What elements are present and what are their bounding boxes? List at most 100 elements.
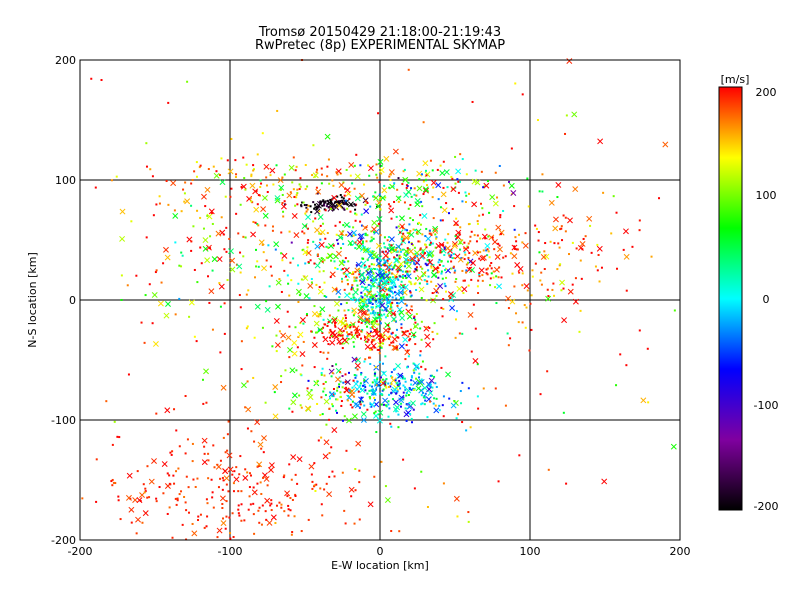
data-point-dot — [398, 379, 401, 382]
data-point-dot — [180, 251, 183, 254]
data-point-dot — [410, 417, 413, 420]
data-point-dot — [363, 266, 366, 269]
data-point-x-marker — [555, 182, 562, 188]
data-point-dot — [364, 312, 367, 315]
data-point-dot — [280, 231, 283, 234]
data-point-dot — [154, 271, 157, 274]
data-point-dot — [259, 481, 262, 484]
data-point-dot — [272, 225, 275, 228]
data-point-dot — [373, 346, 376, 349]
data-point-dot — [341, 374, 344, 377]
data-point-dot — [414, 343, 417, 346]
data-point-dot — [341, 206, 344, 209]
data-point-dot — [397, 426, 400, 429]
data-point-dot — [478, 272, 481, 275]
data-point-dot — [454, 155, 457, 158]
data-point-dot — [358, 279, 361, 282]
data-point-dot — [406, 330, 409, 333]
data-point-x-marker — [252, 188, 259, 195]
data-point-dot — [597, 253, 600, 256]
data-point-dot — [549, 240, 552, 243]
data-point-dot — [431, 292, 434, 295]
data-point-dot — [366, 295, 369, 298]
data-point-dot — [332, 387, 335, 390]
data-point-dot — [404, 358, 407, 361]
data-point-dot — [345, 449, 348, 452]
data-point-dot — [491, 236, 494, 239]
data-point-dot — [373, 378, 376, 381]
data-point-dot — [248, 495, 251, 498]
data-point-x-marker — [523, 283, 530, 290]
data-point-dot — [296, 346, 299, 349]
data-point-x-marker — [307, 394, 314, 401]
data-point-dot — [547, 468, 550, 471]
colorbar-tick-label: 0 — [763, 293, 770, 306]
data-point-dot — [579, 309, 582, 312]
data-point-x-marker — [360, 277, 367, 284]
data-point-dot — [539, 393, 542, 396]
data-point-dot — [90, 77, 93, 80]
data-point-dot — [408, 223, 411, 226]
data-point-x-marker — [164, 254, 171, 261]
data-point-dot — [502, 184, 505, 187]
data-point-dot — [507, 344, 510, 347]
data-point-dot — [343, 288, 346, 291]
data-point-dot — [340, 233, 343, 236]
data-point-dot — [376, 378, 379, 381]
data-point-dot — [402, 398, 405, 401]
data-point-x-marker — [370, 388, 377, 395]
data-point-dot — [428, 385, 431, 388]
data-point-dot — [426, 184, 429, 187]
data-point-x-marker — [331, 317, 338, 324]
data-point-dot — [379, 333, 382, 336]
data-point-dot — [94, 186, 97, 189]
data-point-x-marker — [270, 514, 277, 521]
data-point-dot — [538, 251, 541, 254]
data-point-dot — [454, 280, 457, 283]
data-point-dot — [434, 246, 437, 249]
data-point-dot — [246, 427, 249, 430]
data-point-dot — [429, 232, 432, 235]
data-point-dot — [334, 321, 337, 324]
data-point-dot — [348, 333, 351, 336]
data-point-dot — [351, 309, 354, 312]
data-point-dot — [506, 332, 509, 335]
data-point-dot — [295, 369, 298, 372]
data-point-dot — [300, 278, 303, 281]
data-point-dot — [400, 326, 403, 329]
data-point-dot — [280, 381, 283, 384]
data-point-dot — [395, 275, 398, 278]
data-point-x-marker — [522, 242, 529, 249]
data-point-dot — [515, 240, 518, 243]
data-point-dot — [326, 324, 329, 327]
data-point-x-marker — [312, 172, 319, 179]
data-point-dot — [385, 309, 388, 312]
data-point-x-marker — [385, 264, 392, 271]
data-point-dot — [364, 203, 367, 206]
data-point-x-marker — [204, 257, 211, 264]
data-point-dot — [341, 347, 344, 350]
data-point-x-marker — [395, 264, 402, 271]
data-point-dot — [401, 248, 404, 251]
data-point-dot — [407, 207, 410, 210]
data-point-dot — [304, 212, 307, 215]
data-point-dot — [331, 372, 334, 375]
data-point-dot — [415, 266, 418, 269]
data-point-x-marker — [359, 304, 366, 311]
data-point-dot — [252, 513, 255, 516]
data-point-dot — [431, 169, 434, 172]
data-point-dot — [388, 186, 391, 189]
data-point-x-marker — [364, 343, 371, 350]
data-point-dot — [372, 310, 375, 313]
data-point-x-marker — [371, 226, 378, 233]
data-point-dot — [297, 282, 300, 285]
data-point-x-marker — [326, 199, 333, 206]
data-point-dot — [518, 454, 521, 457]
data-point-x-marker — [261, 194, 268, 201]
data-point-dot — [497, 276, 500, 279]
data-point-dot — [370, 239, 373, 242]
data-point-dot — [240, 186, 243, 189]
data-point-dot — [370, 263, 373, 266]
data-point-dot — [565, 482, 568, 485]
data-point-dot — [327, 158, 330, 161]
